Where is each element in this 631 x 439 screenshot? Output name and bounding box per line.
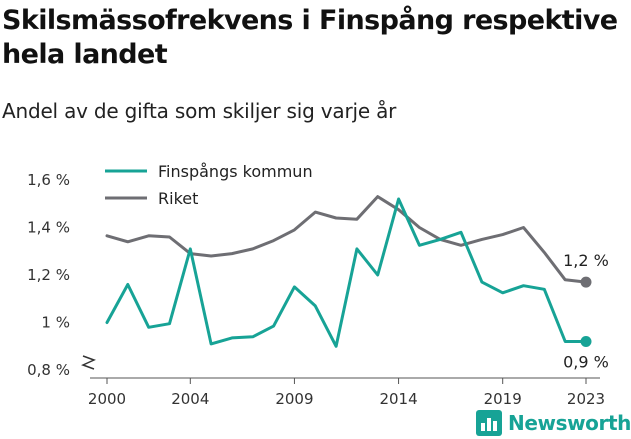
y-tick-label: 1,6 % bbox=[27, 171, 70, 189]
finspang-end-point bbox=[580, 336, 592, 347]
legend-label: Finspångs kommun bbox=[158, 162, 313, 181]
x-tick-label: 2009 bbox=[275, 390, 313, 408]
riket-end-point bbox=[580, 276, 592, 288]
x-tick-label: 2004 bbox=[171, 390, 209, 408]
y-tick-label: 0,8 % bbox=[27, 361, 70, 379]
x-tick-label: 2019 bbox=[484, 390, 522, 408]
x-tick-label: 2023 bbox=[567, 390, 605, 408]
riket-series-line bbox=[105, 195, 588, 284]
axis-break-mark bbox=[81, 355, 96, 370]
chart-subtitle: Andel av de gifta som skiljer sig varje … bbox=[2, 99, 397, 123]
y-tick-label: 1,2 % bbox=[27, 266, 70, 284]
brand-name: Newsworthy bbox=[508, 411, 631, 435]
finspang-end-label: 0,9 % bbox=[563, 353, 609, 372]
finspang-series-line bbox=[105, 197, 588, 348]
legend-label: Riket bbox=[158, 189, 198, 208]
legend-item: Riket bbox=[105, 189, 198, 208]
newsworthy-logo: Newsworthy bbox=[476, 408, 631, 438]
y-tick-label: 1 % bbox=[41, 314, 70, 332]
legend-item: Finspångs kommun bbox=[105, 162, 313, 181]
x-tick-label: 2014 bbox=[379, 390, 417, 408]
x-tick-label: 2000 bbox=[88, 390, 126, 408]
chart-title: Skilsmässofrekvens i Finspång respektive… bbox=[2, 5, 618, 70]
riket-end-label: 1,2 % bbox=[563, 251, 609, 270]
bar-chart-icon bbox=[476, 410, 502, 436]
y-tick-label: 1,4 % bbox=[27, 219, 70, 237]
